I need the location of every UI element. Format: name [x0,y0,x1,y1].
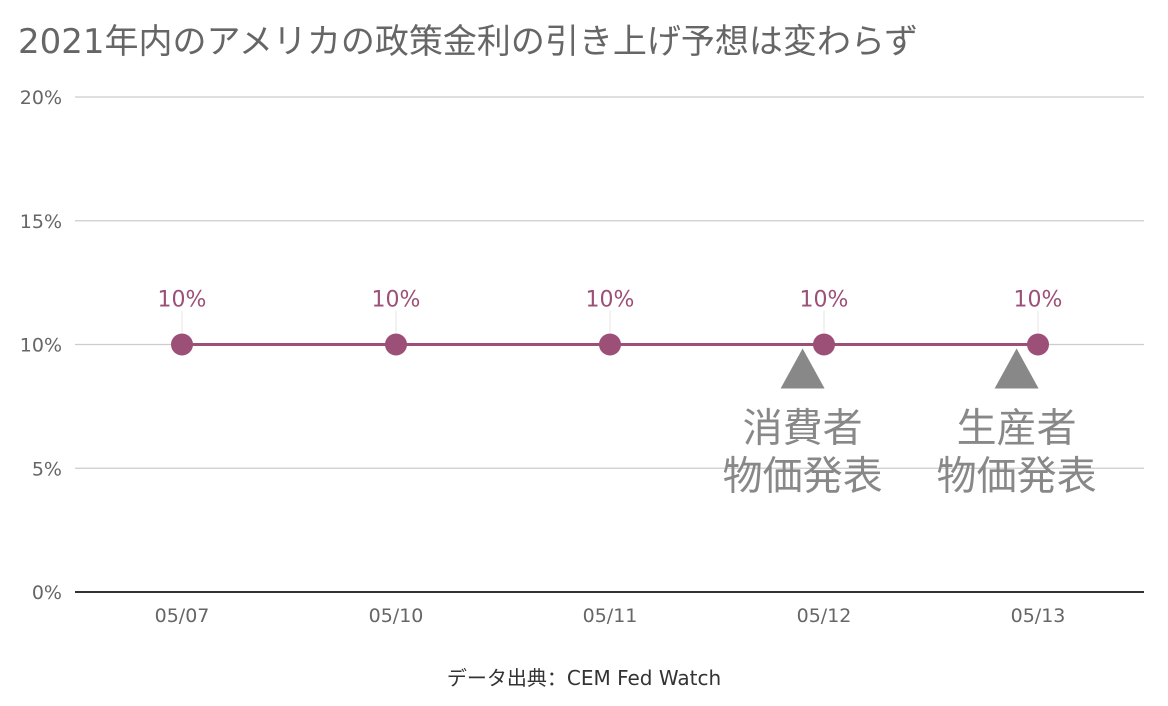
data-source-note: データ出典：CEM Fed Watch [446,666,722,690]
y-tick-label: 20% [20,87,62,109]
y-tick-label: 0% [32,582,62,604]
y-tick-label: 15% [20,211,62,233]
data-label: 10% [372,288,421,313]
series-layer: 10% 10% 10% 10% 10% [158,288,1063,356]
event-marker-triangle [994,348,1039,389]
x-tick-label: 05/07 [155,605,210,627]
axis-layer: 0% 5% 10% 15% 20% 05/07 05/10 05/11 05/12 05/13 [20,87,1144,627]
data-label: 10% [800,288,849,313]
data-label: 10% [1014,288,1063,313]
x-tick-label: 05/12 [797,605,852,627]
data-label: 10% [586,288,635,313]
data-point [599,333,621,356]
event-annotation-label: 物価発表 [723,454,883,500]
data-point [171,333,193,356]
data-point [1027,333,1049,356]
data-label: 10% [158,288,207,313]
y-tick-label: 5% [32,458,62,480]
data-point [385,333,407,356]
event-marker-triangle [780,348,825,389]
event-annotation-label: 消費者 [743,406,863,452]
event-annotation-label: 生産者 [957,406,1077,452]
chart-title: 2021年内のアメリカの政策金利の引き上げ予想は変わらず [18,22,919,62]
x-tick-label: 05/11 [583,605,638,627]
x-tick-label: 05/10 [369,605,424,627]
event-annotation-label: 物価発表 [937,454,1097,500]
y-tick-label: 10% [20,335,62,357]
data-point [813,333,835,356]
x-tick-label: 05/13 [1011,605,1066,627]
